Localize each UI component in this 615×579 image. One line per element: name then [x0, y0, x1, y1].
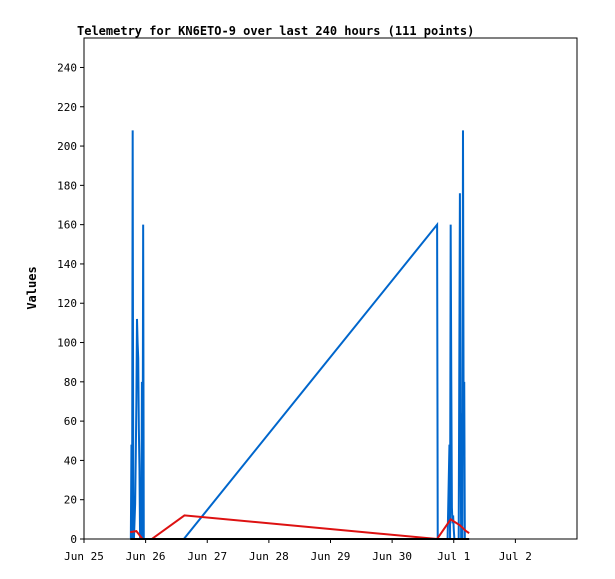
- series-layer: [129, 130, 470, 541]
- x-tick-label: Jun 28: [249, 550, 289, 563]
- series-line-2: [130, 514, 470, 541]
- x-axis-ticks: Jun 25 Jun 26 Jun 27 Jun 28 Jun 29 Jun 30 Jul …: [64, 539, 532, 563]
- x-tick-label: Jun 25: [64, 550, 104, 563]
- x-tick-label: Jun 27: [187, 550, 227, 563]
- y-tick-label: 40: [64, 454, 77, 467]
- y-tick-label: 120: [57, 297, 77, 310]
- x-tick-label: Jul 1: [437, 550, 470, 563]
- y-tick-label: 100: [57, 337, 77, 350]
- y-tick-label: 220: [57, 101, 77, 114]
- y-tick-label: 60: [64, 415, 77, 428]
- plot-frame: [83, 37, 578, 540]
- x-tick-label: Jun 29: [311, 550, 351, 563]
- y-tick-label: 140: [57, 258, 77, 271]
- x-tick-label: Jun 30: [372, 550, 412, 563]
- y-tick-label: 240: [57, 61, 77, 74]
- series-line-1: [129, 130, 470, 540]
- y-axis-ticks: 0 20 40 60 80 100 120 140 160 180 200 220 240: [57, 61, 84, 546]
- x-tick-label: Jun 26: [126, 550, 166, 563]
- y-tick-label: 180: [57, 179, 77, 192]
- y-tick-label: 80: [64, 376, 77, 389]
- x-tick-label: Jul 2: [499, 550, 532, 563]
- y-tick-label: 160: [57, 219, 77, 232]
- y-tick-label: 0: [70, 533, 77, 546]
- chart-title: Telemetry for KN6ETO-9 over last 240 hou…: [77, 24, 474, 38]
- y-axis-title: Values: [25, 266, 39, 309]
- y-tick-label: 200: [57, 140, 77, 153]
- y-tick-label: 20: [64, 494, 77, 507]
